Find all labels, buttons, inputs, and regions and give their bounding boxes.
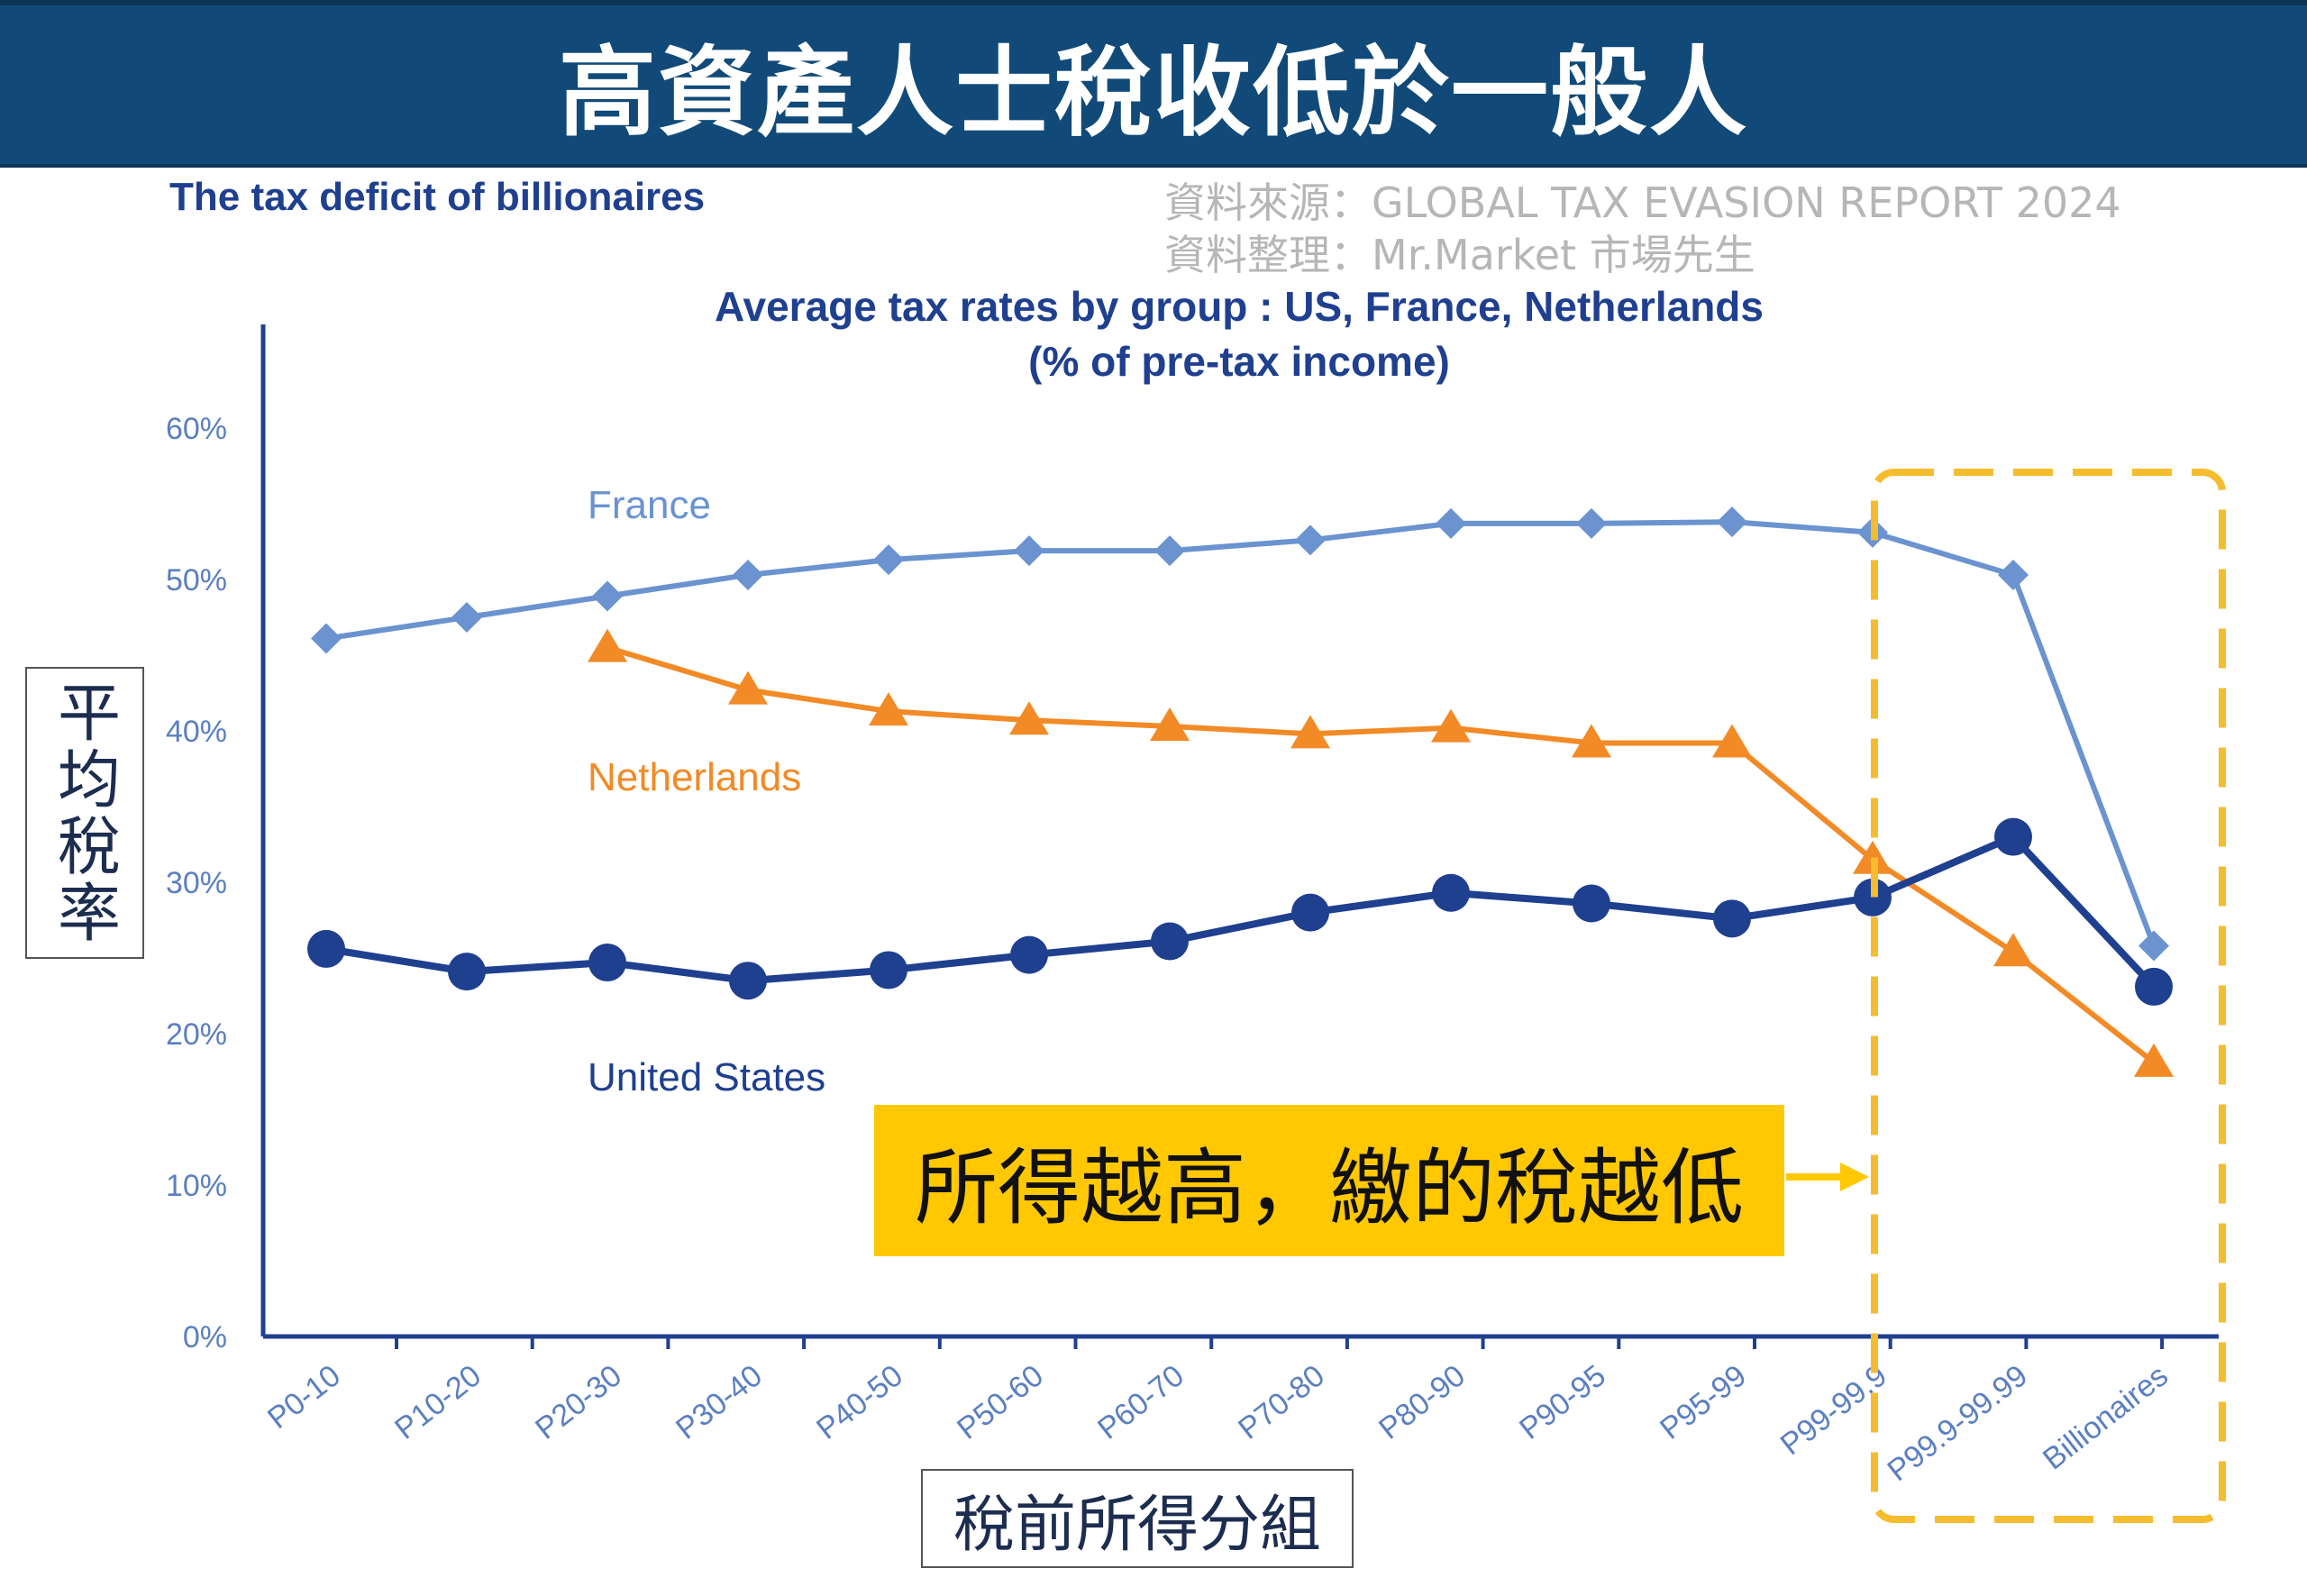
x-axis-label: 稅前所得分組: [953, 1489, 1321, 1561]
united-states-point: [307, 929, 345, 968]
netherlands-point: [588, 628, 627, 662]
france-point: [1436, 507, 1466, 539]
x-tick-label: P60-70: [1091, 1358, 1190, 1446]
france-point: [592, 580, 623, 612]
chart-title-unit: (% of pre-tax income): [1028, 338, 1450, 385]
x-tick-label: P80-90: [1372, 1358, 1472, 1446]
united-states-point: [448, 953, 486, 991]
united-states-point: [1291, 893, 1329, 932]
x-tick-label: P40-50: [810, 1358, 909, 1446]
france-point: [311, 623, 342, 654]
netherlands-point: [1712, 724, 1752, 758]
x-tick-label: P95-99: [1654, 1358, 1753, 1446]
united-states-point: [2135, 967, 2173, 1006]
france-point: [1154, 535, 1185, 567]
france-point: [451, 602, 482, 633]
united-states-point: [1713, 899, 1751, 938]
united-states-point: [1994, 817, 2032, 856]
x-tick-label: P70-80: [1232, 1358, 1331, 1446]
source-line-2: 資料整理：Mr.Market 市場先生: [1164, 231, 1755, 279]
united-states-point: [870, 951, 907, 990]
x-tick-label: P10-20: [388, 1358, 488, 1446]
title-banner: 高資產人士稅收低於一般人: [0, 0, 2307, 168]
y-axis-label-box: 平均稅率: [25, 667, 144, 959]
x-tick-label: Billionaires: [2037, 1358, 2175, 1476]
france-point: [1998, 559, 2029, 590]
united-states-point: [1151, 922, 1189, 961]
callout-text: 所得越高，繳的稅越低: [914, 1139, 1744, 1236]
y-tick-label: 40%: [166, 715, 227, 749]
france-point: [733, 559, 763, 590]
united-states-point: [1854, 878, 1892, 917]
netherlands-series-label: Netherlands: [588, 755, 801, 799]
y-tick-label: 50%: [166, 563, 227, 597]
united-states-point: [1010, 935, 1048, 974]
x-tick-label: P90-95: [1513, 1358, 1612, 1446]
netherlands-point: [1150, 707, 1190, 741]
france-point: [2138, 930, 2169, 962]
source-line-1: 資料來源：GLOBAL TAX EVASION REPORT 2024: [1164, 178, 2121, 227]
united-states-line: [325, 833, 2157, 990]
y-tick-label: 0%: [183, 1320, 227, 1354]
united-states-point: [1573, 884, 1610, 923]
france-point: [1295, 524, 1326, 556]
callout-arrow-head: [1840, 1163, 1869, 1191]
united-states-point: [588, 944, 626, 982]
france-point: [1576, 507, 1607, 539]
united-states-point: [1432, 873, 1470, 912]
y-tick-label: 20%: [166, 1017, 227, 1052]
y-axis-label: 平均稅率: [47, 679, 122, 946]
figure-subtitle: The tax deficit of billionaires: [169, 175, 706, 219]
netherlands-point: [869, 692, 908, 726]
chart-title: Average tax rates by group : US, France,…: [0, 279, 2307, 389]
x-tick-label: P99.9-99.99: [1882, 1358, 2034, 1488]
chart-title-main: Average tax rates by group : US, France,…: [715, 283, 1764, 330]
y-tick-label: 30%: [166, 866, 227, 900]
france-series-label: France: [588, 483, 711, 527]
netherlands-point: [1572, 724, 1611, 758]
netherlands-point: [1431, 708, 1471, 743]
france-line: [325, 519, 2157, 947]
y-tick-label: 10%: [166, 1169, 227, 1203]
x-tick-label: P50-60: [951, 1358, 1050, 1446]
netherlands-point: [1993, 933, 2033, 967]
france-point: [1717, 506, 1747, 538]
netherlands-point: [2134, 1043, 2174, 1077]
y-tick-label: 60%: [166, 412, 227, 446]
source-note: 資料來源：GLOBAL TAX EVASION REPORT 2024 資料整理…: [1164, 177, 2121, 281]
x-tick-label: P20-30: [529, 1358, 628, 1446]
highlight-box: [1871, 469, 2226, 1523]
france-point: [1014, 535, 1044, 567]
france-point: [873, 544, 904, 576]
callout-box: 所得越高，繳的稅越低: [874, 1105, 1784, 1256]
netherlands-point: [1009, 701, 1049, 735]
netherlands-point: [1290, 715, 1330, 749]
x-tick-label: P0-10: [261, 1358, 347, 1436]
x-tick-label: P30-40: [670, 1358, 769, 1446]
netherlands-line: [606, 644, 2156, 1065]
united-states-series-label: United States: [588, 1055, 825, 1099]
united-states-point: [729, 962, 767, 1000]
banner-title: 高資產人士稅收低於一般人: [558, 37, 1748, 150]
x-axis-label-box: 稅前所得分組: [921, 1469, 1354, 1568]
netherlands-point: [728, 670, 768, 705]
